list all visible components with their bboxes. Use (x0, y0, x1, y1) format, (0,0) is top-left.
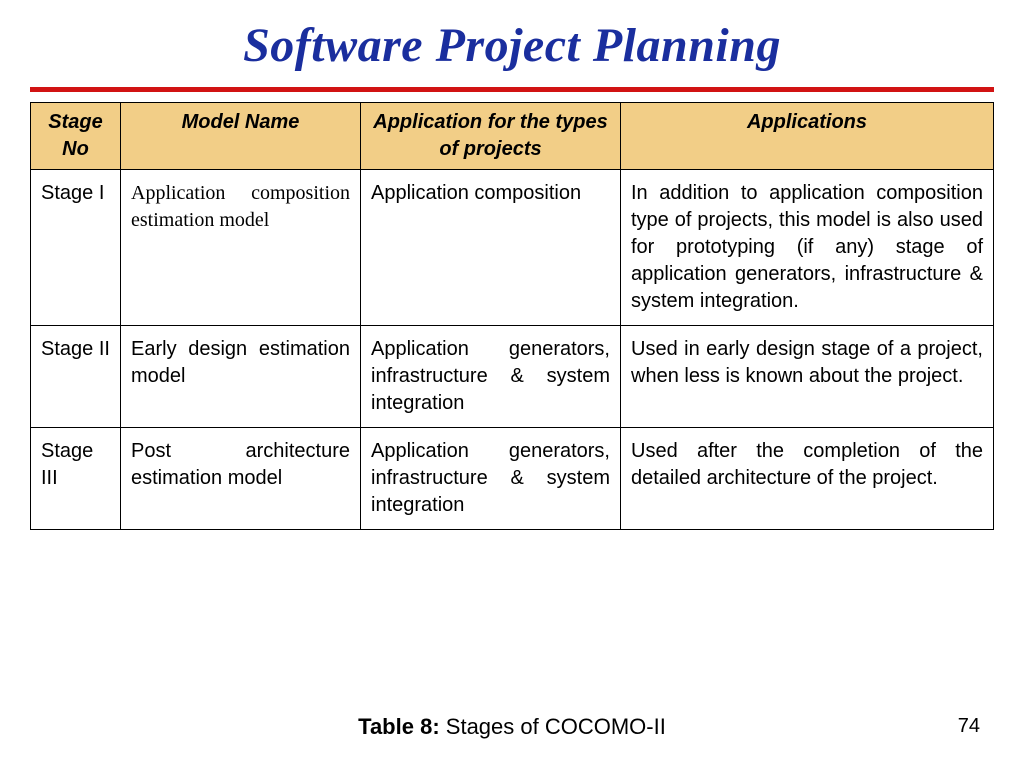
cell-model-text: Application composition estimation model (131, 182, 350, 231)
cell-apptype: Application generators, infrastructure &… (361, 428, 621, 530)
caption-text: Stages of COCOMO-II (446, 714, 666, 739)
slide: Software Project Planning Stage No Model… (0, 0, 1024, 768)
col-header-apptype: Application for the types of projects (361, 103, 621, 170)
cell-stage: Stage III (31, 428, 121, 530)
cell-model: Early design estimation model (121, 326, 361, 428)
stages-table: Stage No Model Name Application for the … (30, 102, 994, 530)
page-number: 74 (958, 715, 980, 738)
horizontal-rule (30, 87, 994, 92)
caption-label: Table 8: (358, 714, 440, 739)
table-header-row: Stage No Model Name Application for the … (31, 103, 994, 170)
cell-apptype: Application composition (361, 170, 621, 326)
col-header-apps: Applications (621, 103, 994, 170)
table-row: Stage III Post architecture estimation m… (31, 428, 994, 530)
page-title: Software Project Planning (30, 18, 994, 73)
cell-apptype: Application generators, infrastructure &… (361, 326, 621, 428)
cell-model: Application composition estimation model (121, 170, 361, 326)
table-caption: Table 8: Stages of COCOMO-II (0, 714, 1024, 740)
col-header-model: Model Name (121, 103, 361, 170)
col-header-stage: Stage No (31, 103, 121, 170)
table-row: Stage II Early design estimation model A… (31, 326, 994, 428)
cell-apps: In addition to application composition t… (621, 170, 994, 326)
cell-apps: Used after the completion of the detaile… (621, 428, 994, 530)
cell-stage: Stage II (31, 326, 121, 428)
cell-stage: Stage I (31, 170, 121, 326)
cell-apps: Used in early design stage of a project,… (621, 326, 994, 428)
cell-model: Post architecture estimation model (121, 428, 361, 530)
table-row: Stage I Application composition estimati… (31, 170, 994, 326)
